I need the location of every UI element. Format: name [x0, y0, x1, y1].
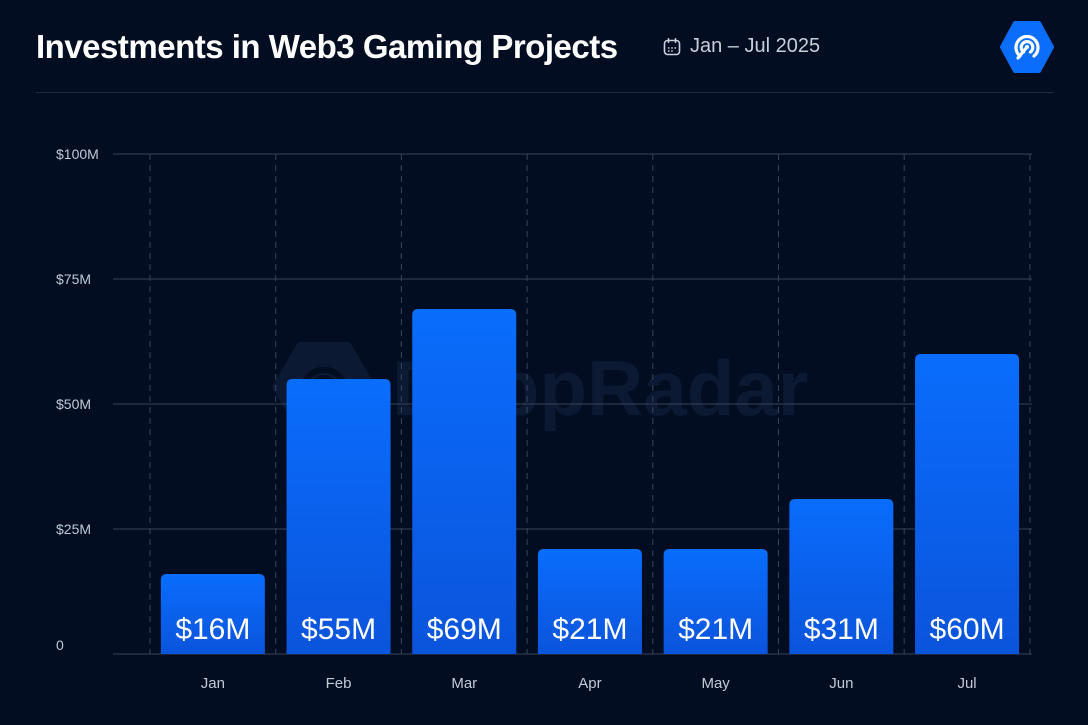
x-tick-label: Mar — [451, 675, 477, 692]
x-tick-label: Jul — [957, 675, 976, 692]
x-tick-label: Feb — [326, 675, 352, 692]
y-tick-label: $50M — [56, 396, 91, 412]
y-tick-label: $100M — [56, 146, 99, 162]
header-divider — [36, 92, 1054, 93]
bar-apr[interactable] — [537, 549, 642, 654]
date-range: Jan – Jul 2025 — [662, 35, 820, 58]
y-tick-label: 0 — [56, 637, 64, 653]
x-tick-label: May — [701, 675, 730, 692]
x-tick-label: Jan — [201, 675, 225, 692]
calendar-icon — [663, 37, 681, 55]
data-label: $21M — [678, 613, 753, 646]
x-tick-label: Jun — [829, 675, 853, 692]
dappradar-logo-icon[interactable] — [1000, 20, 1054, 74]
data-label: $60M — [930, 613, 1005, 646]
bar-mar[interactable] — [412, 309, 517, 654]
y-tick-label: $75M — [56, 271, 91, 287]
data-label: $31M — [804, 613, 879, 646]
data-label: $16M — [175, 613, 250, 646]
bar-jan[interactable] — [160, 574, 265, 654]
data-label: $55M — [301, 613, 376, 646]
y-tick-label: $25M — [56, 521, 91, 537]
header: Investments in Web3 Gaming Projects Jan … — [36, 20, 1054, 92]
bar-feb[interactable] — [286, 379, 391, 654]
date-range-label: Jan – Jul 2025 — [690, 35, 821, 57]
x-tick-label: Apr — [578, 675, 601, 692]
bar-jul[interactable] — [915, 354, 1020, 654]
bar-jun[interactable] — [789, 499, 894, 654]
data-label: $69M — [427, 613, 502, 646]
chart-title: Investments in Web3 Gaming Projects — [36, 28, 618, 65]
bar-may[interactable] — [663, 549, 768, 654]
data-label: $21M — [552, 613, 627, 646]
